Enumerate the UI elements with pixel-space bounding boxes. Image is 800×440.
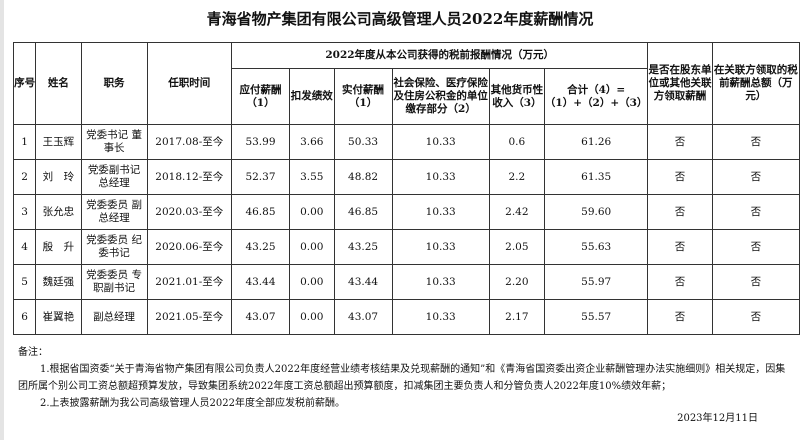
header-related: 是否在股东单位或其他关联方领取薪酬 [647,42,713,125]
cell-social: 10.33 [391,299,490,335]
cell-tenure: 2018.12-至今 [146,159,232,195]
cell-deduct: 0.00 [289,229,335,265]
cell-actual: 46.85 [333,194,393,230]
cell-position: 党委委员 专职副书记 [80,264,148,300]
cell-social: 10.33 [391,229,490,265]
cell-related: 否 [647,299,713,335]
cell-social: 10.33 [391,264,490,300]
cell-other: 2.05 [488,229,545,265]
cell-tenure: 2017.08-至今 [146,124,232,160]
cell-total: 55.63 [543,229,649,265]
header-payable: 应付薪酬（1） [230,68,291,125]
cell-related-amount: 否 [711,159,800,195]
header-seq: 序号 [12,42,37,125]
cell-related-amount: 否 [711,124,800,160]
cell-total: 61.26 [543,124,649,160]
cell-actual: 43.44 [333,264,393,300]
cell-social: 10.33 [391,159,490,195]
cell-name: 张允忠 [35,194,82,230]
cell-actual: 43.07 [333,299,393,335]
cell-total: 55.57 [543,299,649,335]
salary-table: 序号 姓名 职务 任职时间 2022年度从本公司获得的税前报酬情况（万元） 是否… [12,42,800,335]
cell-related: 否 [647,124,713,160]
cell-position: 党委副书记 总经理 [80,159,148,195]
cell-seq: 4 [12,229,37,265]
cell-payable: 43.44 [230,264,291,300]
cell-social: 10.33 [391,194,490,230]
note-item: 1.根据省国资委“关于青海省物产集团有限公司负责人2022年度经营业绩考核结果及… [18,364,786,392]
cell-seq: 2 [12,159,37,195]
cell-other: 2.42 [488,194,545,230]
cell-name: 王玉辉 [35,124,82,160]
cell-position: 党委书记 董事长 [80,124,148,160]
cell-related: 否 [647,159,713,195]
cell-actual: 43.25 [333,229,393,265]
cell-other: 2.20 [488,264,545,300]
header-total: 合计（4）=（1）+（2）+（3） [543,68,649,125]
note-item: 2.上表披露薪酬为我公司高级管理人员2022年度全部应发税前薪酬。 [40,398,345,409]
cell-position: 党委委员 副总经理 [80,194,148,230]
cell-name: 崔翼艳 [35,299,82,335]
table-row: 1 王玉辉 党委书记 董事长 2017.08-至今 53.99 3.66 50.33 10.3… [12,124,800,160]
cell-deduct: 0.00 [289,299,335,335]
cell-deduct: 0.00 [289,264,335,300]
cell-payable: 52.37 [230,159,291,195]
cell-total: 61.35 [543,159,649,195]
cell-name: 魏廷强 [35,264,82,300]
cell-tenure: 2020.06-至今 [146,229,232,265]
cell-payable: 46.85 [230,194,291,230]
table-row: 6 崔翼艳 副总经理 2021.05-至今 43.07 0.00 43.07 10.33 2.1… [12,299,800,335]
cell-payable: 43.07 [230,299,291,335]
cell-other: 2.17 [488,299,545,335]
cell-other: 2.2 [488,159,545,195]
cell-tenure: 2021.05-至今 [146,299,232,335]
header-actual: 实付薪酬（1） [333,68,393,125]
table-row: 5 魏廷强 党委委员 专职副书记 2021.01-至今 43.44 0.00 43.44 10… [12,264,800,300]
cell-tenure: 2021.01-至今 [146,264,232,300]
cell-deduct: 3.55 [289,159,335,195]
cell-position: 副总经理 [80,299,148,335]
cell-related: 否 [647,194,713,230]
notes-label: 备注： [18,347,48,358]
cell-other: 0.6 [488,124,545,160]
cell-payable: 53.99 [230,124,291,160]
header-deduct: 扣发绩效 [289,68,335,125]
cell-related: 否 [647,229,713,265]
document-date: 2023年12月11日 [677,413,758,424]
cell-seq: 3 [12,194,37,230]
document-title: 青海省物产集团有限公司高级管理人员2022年度薪酬情况 [206,10,594,28]
cell-deduct: 0.00 [289,194,335,230]
cell-payable: 43.25 [230,229,291,265]
cell-position: 党委委员 纪委书记 [80,229,148,265]
cell-social: 10.33 [391,124,490,160]
header-other: 其他货币性收入（3） [488,68,545,125]
notes: 备注： 1.根据省国资委“关于青海省物产集团有限公司负责人2022年度经营业绩考… [18,344,793,412]
cell-total: 55.97 [543,264,649,300]
cell-seq: 1 [12,124,37,160]
cell-actual: 48.82 [333,159,393,195]
header-tenure: 任职时间 [146,42,232,125]
cell-related-amount: 否 [711,264,800,300]
cell-related-amount: 否 [711,229,800,265]
header-group: 2022年度从本公司获得的税前报酬情况（万元） [230,42,649,69]
cell-seq: 5 [12,264,37,300]
cell-name: 殷 升 [35,229,82,265]
cell-tenure: 2020.03-至今 [146,194,232,230]
cell-actual: 50.33 [333,124,393,160]
header-related-amount: 在关联方领取的税前薪酬总额（万元） [711,42,800,125]
cell-related: 否 [647,264,713,300]
page-edge [0,0,4,440]
cell-total: 59.60 [543,194,649,230]
header-social: 社会保险、医疗保险及住房公积金的单位缴存部分（2） [391,68,490,125]
cell-name: 刘 玲 [35,159,82,195]
header-name: 姓名 [35,42,82,125]
cell-seq: 6 [12,299,37,335]
cell-related-amount: 否 [711,194,800,230]
table-row: 3 张允忠 党委委员 副总经理 2020.03-至今 46.85 0.00 46.85 10.… [12,194,800,230]
cell-related-amount: 否 [711,299,800,335]
cell-deduct: 3.66 [289,124,335,160]
header-position: 职务 [80,42,148,125]
